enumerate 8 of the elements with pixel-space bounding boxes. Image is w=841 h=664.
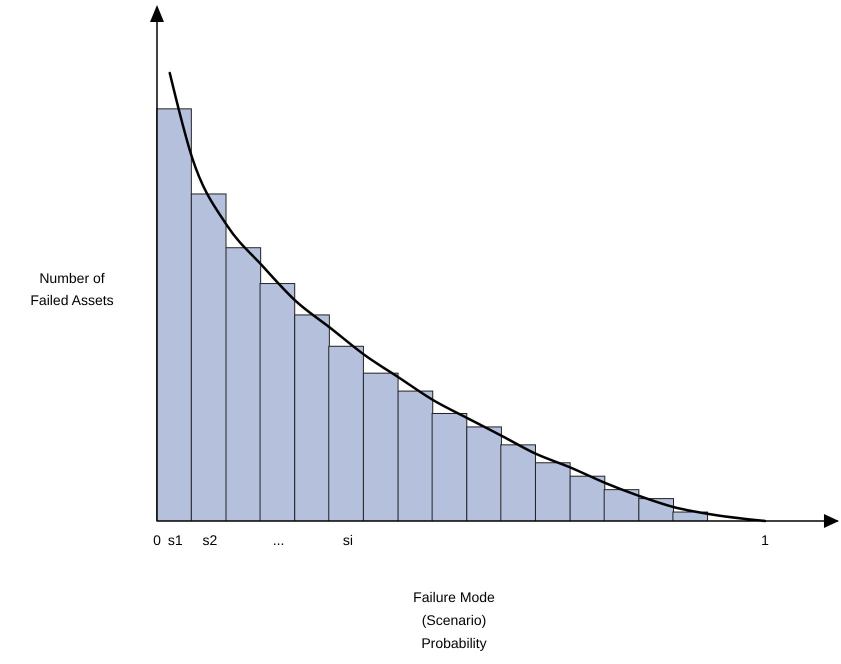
x-tick-label: 1 <box>761 532 770 548</box>
x-tick-label: ... <box>272 532 284 548</box>
x-tick-label: s2 <box>202 532 218 548</box>
x-tick-label: si <box>342 532 353 548</box>
x-axis-title: Failure Mode (Scenario) Probability <box>413 589 496 651</box>
x-tick-label: 0 <box>153 532 162 548</box>
x-tick-label: s1 <box>168 532 183 548</box>
y-axis-title: Number of Failed Assets <box>30 270 114 308</box>
